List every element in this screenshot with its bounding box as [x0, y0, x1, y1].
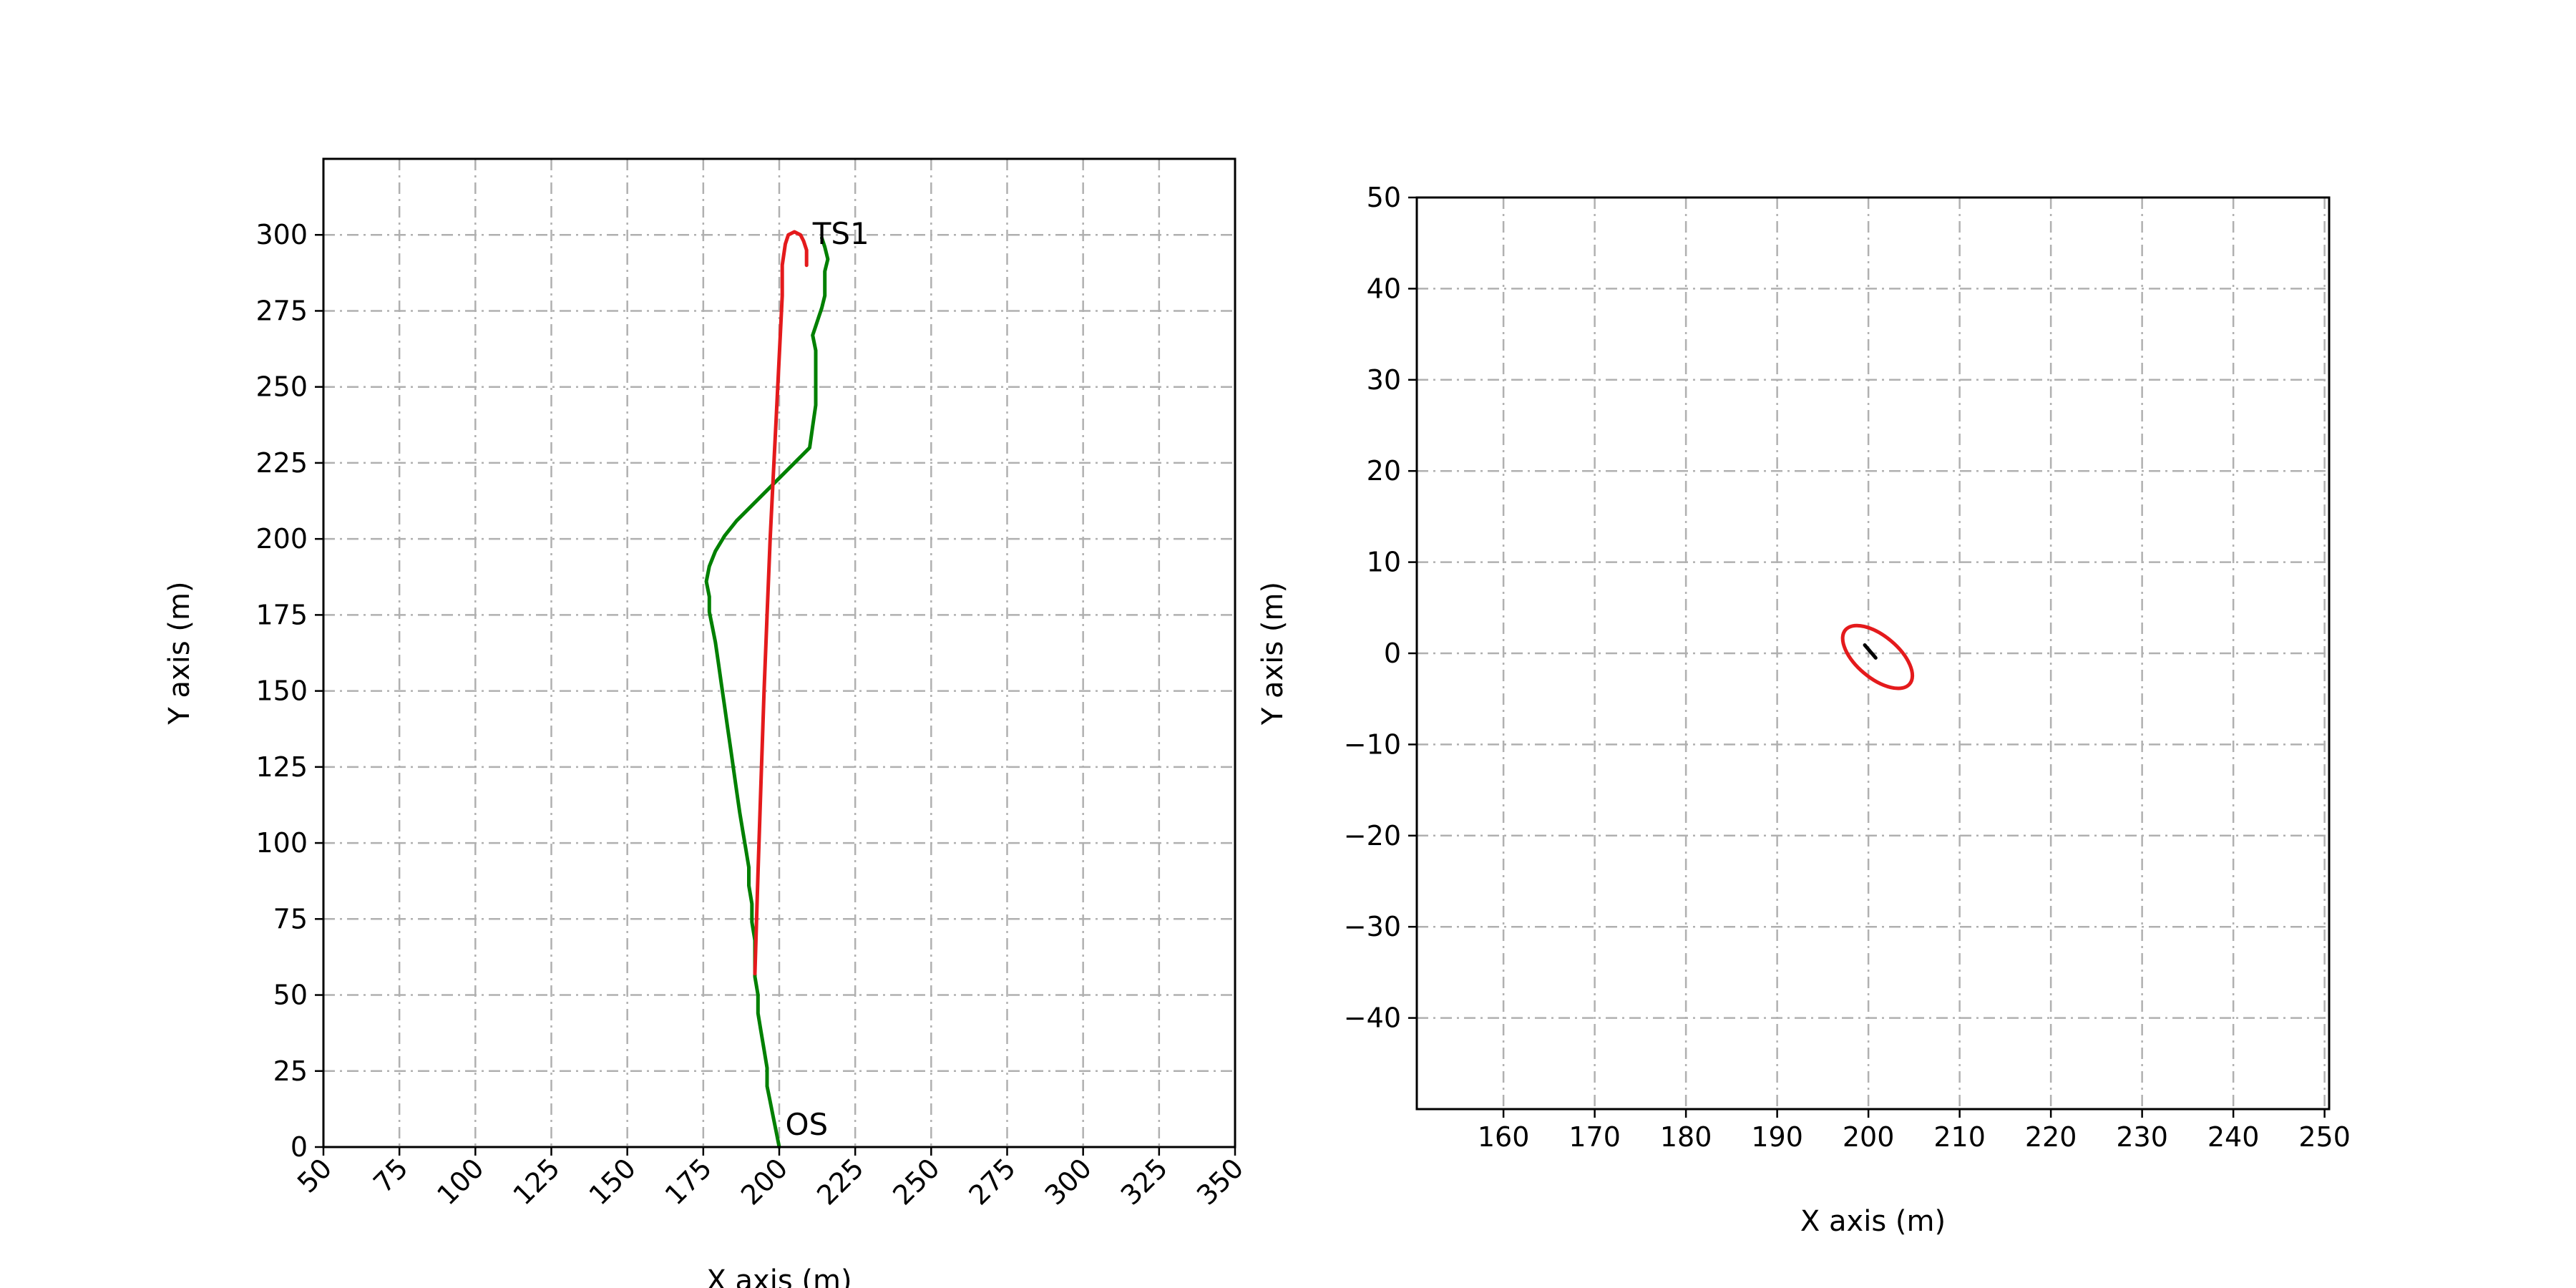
left-y-tick-label: 50 [273, 980, 308, 1011]
left-x-tick-label: 325 [1115, 1152, 1174, 1211]
right-y-tick-label: 0 [1384, 638, 1401, 669]
red-trajectory-line [753, 230, 809, 976]
left-y-tick-label: 175 [255, 599, 308, 630]
left-grid [323, 159, 1235, 1147]
left-y-tick-label: 250 [255, 371, 308, 403]
right-x-tick-label: 200 [1843, 1121, 1895, 1153]
left-x-tick-label: 250 [887, 1152, 945, 1211]
left-x-tick-label: 75 [367, 1152, 414, 1199]
left-series-group [704, 230, 830, 1149]
right-y-tick-label: 20 [1367, 455, 1401, 487]
right-x-axis-label: X axis (m) [1800, 1205, 1946, 1238]
left-y-tick-label: 225 [255, 447, 308, 479]
left-y-tick-label: 100 [255, 827, 308, 859]
right-x-tick-label: 180 [1660, 1121, 1712, 1153]
right-y-tick-label: −30 [1344, 911, 1401, 942]
left-x-tick-label: 300 [1039, 1152, 1098, 1211]
left-y-tick-label: 125 [255, 751, 308, 783]
right-y-tick-label: −10 [1344, 728, 1401, 760]
right-y-axis-label: Y axis (m) [1257, 582, 1289, 726]
right-y-tick-label: 30 [1367, 364, 1401, 396]
right-zoom-plot: 160 170 180 190 200 210 220 230 240 250−40−30−20−… [1257, 182, 2351, 1238]
left-y-tick-label: 150 [255, 675, 308, 707]
left-x-tick-label: 175 [659, 1152, 718, 1211]
right-x-tick-label: 220 [2025, 1121, 2077, 1153]
left-x-tick-label: 100 [431, 1152, 489, 1211]
right-grid [1417, 197, 2329, 1109]
right-x-tick-label: 250 [2298, 1121, 2351, 1153]
right-x-tick-label: 210 [1933, 1121, 1986, 1153]
left-tick-group: 50 75 100 125 150 175 200 225 250 275 300 325 350 0 25… [255, 219, 1249, 1211]
left-x-tick-label: 225 [811, 1152, 869, 1211]
right-x-tick-label: 170 [1568, 1121, 1621, 1153]
left-x-tick-label: 200 [735, 1152, 794, 1211]
right-x-tick-label: 230 [2116, 1121, 2168, 1153]
right-y-tick-label: 10 [1367, 547, 1401, 578]
right-y-tick-label: −20 [1344, 820, 1401, 852]
right-y-tick-label: 40 [1367, 273, 1401, 304]
right-x-tick-label: 160 [1478, 1121, 1530, 1153]
left-y-tick-label: 200 [255, 523, 308, 555]
left-x-axis-label: X axis (m) [706, 1264, 852, 1288]
annotation-ts1: TS1 [812, 216, 869, 251]
right-x-tick-label: 240 [2207, 1121, 2260, 1153]
right-y-tick-label: −40 [1344, 1002, 1401, 1034]
left-y-tick-label: 25 [273, 1055, 308, 1087]
left-x-tick-label: 150 [583, 1152, 642, 1211]
left-x-tick-label: 350 [1191, 1152, 1249, 1211]
left-y-axis-label: Y axis (m) [163, 581, 196, 725]
left-x-tick-label: 275 [962, 1152, 1021, 1211]
left-y-tick-label: 0 [291, 1131, 308, 1163]
right-y-tick-label: 50 [1367, 182, 1401, 213]
left-y-tick-label: 275 [255, 295, 308, 326]
right-series-group [1840, 623, 1915, 691]
left-y-tick-label: 300 [255, 219, 308, 250]
annotation-os: OS [785, 1107, 828, 1142]
left-y-tick-label: 75 [273, 903, 308, 935]
vessel-marker [1863, 643, 1878, 660]
right-x-tick-label: 190 [1751, 1121, 1803, 1153]
right-tick-group: 160 170 180 190 200 210 220 230 240 250−40−30−20−… [1344, 182, 2351, 1153]
left-trajectory-plot: 50 75 100 125 150 175 200 225 250 275 300 325 350 0 25… [163, 157, 1249, 1288]
uncertainty-ellipse [1840, 623, 1915, 691]
left-x-tick-label: 125 [507, 1152, 565, 1211]
green-trajectory-line [704, 236, 830, 1149]
